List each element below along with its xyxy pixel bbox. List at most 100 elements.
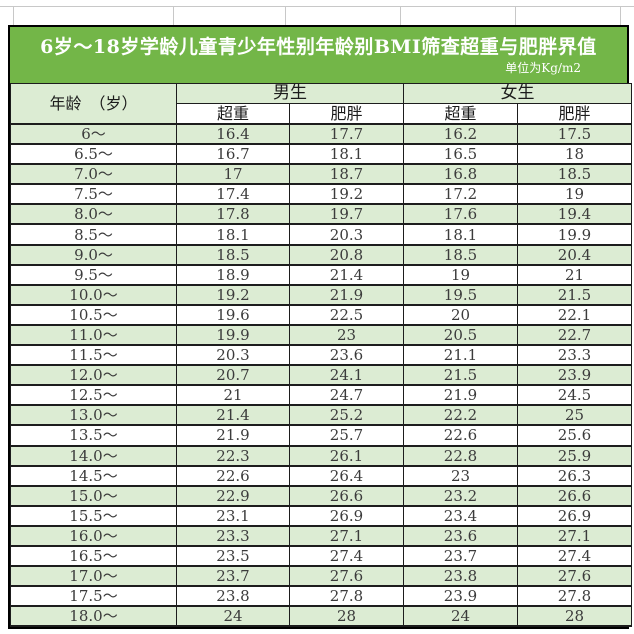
age-cell: 13.5～	[10, 424, 177, 447]
table-row: 16.0～ 23.3 27.1 23.6 27.1	[10, 524, 632, 547]
value-cell: 27.6	[289, 565, 404, 588]
spreadsheet-gridline	[0, 6, 634, 7]
value-cell: 21.9	[176, 424, 290, 447]
age-cell: 9.5～	[10, 263, 177, 286]
value-cell: 18.5	[517, 163, 632, 186]
value-cell: 28	[289, 605, 404, 628]
age-cell: 8.0～	[10, 203, 177, 226]
boys-obesity-header: 肥胖	[289, 103, 404, 125]
value-cell: 23.4	[403, 504, 518, 527]
age-cell: 12.0～	[10, 364, 177, 387]
table-row: 14.0～ 22.3 26.1 22.8 25.9	[10, 444, 632, 467]
value-cell: 19.2	[289, 183, 404, 206]
unit-note: 单位为Kg/m2	[505, 61, 581, 75]
table-row: 14.5～ 22.6 26.4 23 26.3	[10, 464, 632, 487]
value-cell: 23	[289, 323, 404, 347]
table-row: 12.5～ 21 24.7 21.9 24.5	[10, 384, 632, 407]
value-cell: 22.6	[176, 464, 290, 487]
value-cell: 21.4	[176, 404, 290, 427]
spreadsheet-gridline	[285, 6, 286, 25]
age-cell: 15.5～	[10, 504, 177, 527]
value-cell: 25.7	[289, 424, 404, 447]
value-cell: 18.5	[176, 243, 290, 266]
value-cell: 22.1	[517, 303, 632, 326]
value-cell: 17.8	[176, 203, 290, 226]
table-row: 10.0～ 19.2 21.9 19.5 21.5	[10, 283, 632, 306]
value-cell: 17.2	[403, 183, 518, 206]
value-cell: 18.5	[403, 243, 518, 266]
value-cell: 19	[403, 263, 518, 286]
value-cell: 19	[517, 183, 632, 206]
header-sub-row: 超重 肥胖 超重 肥胖	[11, 103, 632, 125]
age-cell: 17.0～	[10, 565, 177, 588]
value-cell: 18.1	[289, 143, 404, 166]
age-cell: 11.5～	[10, 344, 177, 367]
value-cell: 22.2	[403, 404, 518, 427]
value-cell: 19.6	[176, 303, 290, 326]
table-row: 13.0～ 21.4 25.2 22.2 25	[10, 404, 632, 427]
value-cell: 20.3	[176, 344, 290, 367]
age-cell: 17.5～	[10, 585, 177, 608]
value-cell: 23.2	[403, 484, 518, 507]
value-cell: 20.8	[289, 243, 404, 266]
value-cell: 16.4	[176, 122, 290, 146]
value-cell: 17.7	[289, 122, 404, 146]
spreadsheet-gridline	[173, 6, 174, 25]
spreadsheet-gridline	[620, 6, 621, 25]
value-cell: 22.9	[176, 484, 290, 507]
table-row: 8.0～ 17.8 19.7 17.6 19.4	[10, 203, 632, 226]
table-row: 8.5～ 18.1 20.3 18.1 19.9	[10, 223, 632, 246]
table-row: 17.5～ 23.8 27.8 23.9 27.8	[10, 585, 632, 608]
value-cell: 27.8	[517, 585, 632, 608]
value-cell: 19.7	[289, 203, 404, 226]
age-cell: 10.5～	[10, 303, 177, 326]
value-cell: 23.8	[176, 585, 290, 608]
value-cell: 26.3	[517, 464, 632, 487]
value-cell: 20	[403, 303, 518, 326]
value-cell: 18.1	[176, 223, 290, 246]
age-cell: 8.5～	[10, 223, 177, 246]
value-cell: 21.5	[517, 283, 632, 306]
value-cell: 26.6	[517, 484, 632, 507]
value-cell: 24.1	[289, 364, 404, 387]
value-cell: 18	[517, 143, 632, 166]
value-cell: 24.5	[517, 384, 632, 407]
header-group-row: 年龄 （岁） 男生 女生	[10, 83, 632, 125]
value-cell: 23.6	[403, 524, 518, 547]
table-row: 17.0～ 23.7 27.6 23.8 27.6	[10, 565, 632, 588]
age-cell: 9.0～	[10, 243, 177, 266]
age-cell: 14.0～	[10, 444, 177, 467]
value-cell: 20.4	[517, 243, 632, 266]
age-cell: 7.5～	[10, 183, 177, 206]
table-row: 15.5～ 23.1 26.9 23.4 26.9	[10, 504, 632, 527]
table-row: 12.0～ 20.7 24.1 21.5 23.9	[10, 364, 632, 387]
value-cell: 19.5	[403, 283, 518, 306]
value-cell: 25.2	[289, 404, 404, 427]
value-cell: 20.3	[289, 223, 404, 246]
value-cell: 25	[517, 404, 632, 427]
value-cell: 20.5	[403, 323, 518, 347]
value-cell: 23.7	[403, 544, 518, 568]
value-cell: 27.4	[517, 544, 632, 568]
age-cell: 12.5～	[10, 384, 177, 407]
value-cell: 23.7	[176, 565, 290, 588]
table-title: 6岁～18岁学龄儿童青少年性别年龄别BMI筛查超重与肥胖界值	[40, 36, 597, 58]
age-cell: 14.5～	[10, 464, 177, 487]
value-cell: 27.8	[289, 585, 404, 608]
value-cell: 23	[403, 464, 518, 487]
value-cell: 21.1	[403, 344, 518, 367]
value-cell: 26.4	[289, 464, 404, 487]
value-cell: 21	[176, 384, 290, 407]
spreadsheet-gridline	[400, 6, 401, 25]
girls-overweight-header: 超重	[403, 103, 518, 125]
value-cell: 21.9	[403, 384, 518, 407]
value-cell: 25.9	[517, 444, 632, 467]
value-cell: 22.3	[176, 444, 290, 467]
value-cell: 27.1	[517, 524, 632, 547]
value-cell: 23.1	[176, 504, 290, 527]
age-cell: 18.0～	[10, 605, 177, 628]
age-cell: 10.0～	[10, 283, 177, 306]
spreadsheet-gridline	[13, 6, 14, 25]
value-cell: 22.7	[517, 323, 632, 347]
table-row: 13.5～ 21.9 25.7 22.6 25.6	[10, 424, 632, 447]
